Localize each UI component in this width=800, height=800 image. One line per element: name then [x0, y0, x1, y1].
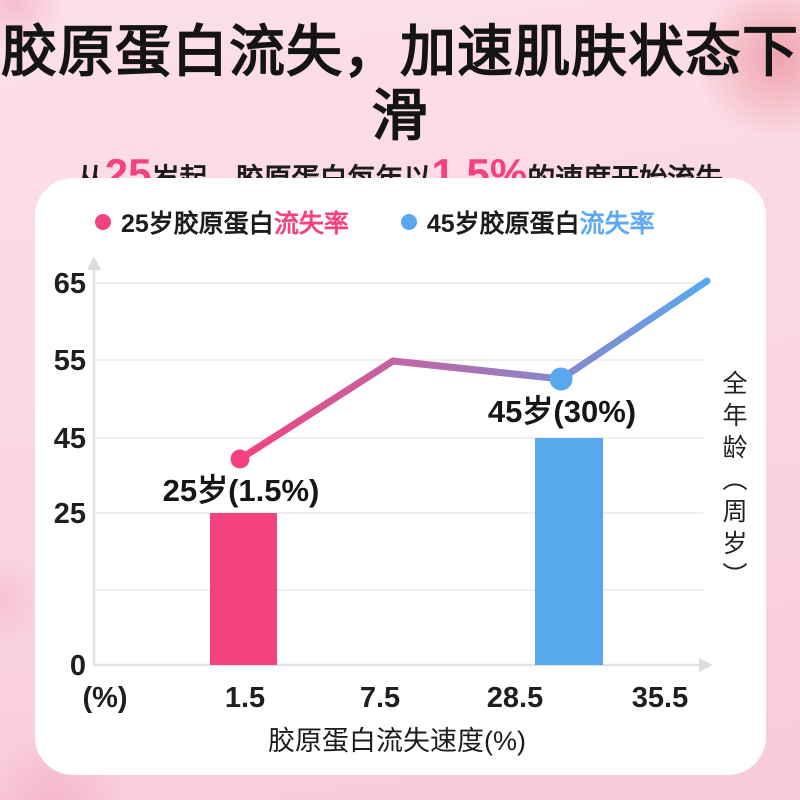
bar-25: [210, 513, 277, 665]
y-tick-25: 25: [54, 498, 86, 530]
chart-legend: 25岁胶原蛋白流失率 45岁胶原蛋白流失率: [95, 204, 655, 240]
right-axis-title: 全年龄（周岁）: [719, 370, 747, 594]
page-title: 胶原蛋白流失，加速肌肤状态下滑: [1, 20, 799, 148]
y-tick-0: 0: [70, 650, 86, 682]
legend-label-highlight: 流失率: [579, 210, 655, 238]
x-tick-labels: (%) 1.5 7.5 28.5 35.5: [82, 682, 688, 714]
x-tick-28-5: 28.5: [487, 682, 543, 714]
y-axis-arrow-icon: [87, 256, 101, 270]
legend-label-prefix: 45岁胶原蛋白: [426, 210, 580, 238]
annotation-45: 45岁(30%): [488, 394, 636, 429]
combo-chart: 25岁(1.5%) 45岁(30%) 65 55 45 25 0 (%) 1.5…: [54, 256, 713, 756]
x-tick-unit: (%): [82, 682, 127, 714]
x-axis-arrow-icon: [699, 658, 713, 672]
marker-dot-25: [230, 449, 250, 469]
marker-dot-45: [549, 367, 573, 391]
trend-line: [236, 277, 711, 463]
axes: [87, 256, 713, 672]
legend-label-highlight: 流失率: [273, 210, 349, 238]
x-tick-7-5: 7.5: [360, 682, 400, 714]
legend-label-25: 25岁胶原蛋白流失率: [121, 204, 349, 240]
legend-item-25: 25岁胶原蛋白流失率: [95, 204, 349, 240]
annotation-25: 25岁(1.5%): [163, 473, 320, 508]
x-axis-title: 胶原蛋白流失速度(%): [268, 726, 526, 756]
y-tick-55: 55: [54, 345, 86, 377]
legend-item-45: 45岁胶原蛋白流失率: [400, 204, 655, 240]
gridlines: [94, 282, 703, 591]
chart-card: 25岁胶原蛋白流失率 45岁胶原蛋白流失率: [35, 178, 766, 775]
legend-dot-pink-icon: [95, 214, 111, 230]
legend-label-45: 45岁胶原蛋白流失率: [427, 204, 655, 240]
x-tick-1-5: 1.5: [225, 682, 265, 714]
y-tick-labels: 65 55 45 25 0: [54, 268, 86, 682]
x-tick-35-5: 35.5: [632, 682, 688, 714]
legend-label-prefix: 25岁胶原蛋白: [121, 210, 274, 238]
bar-45: [535, 438, 603, 665]
y-tick-65: 65: [54, 268, 86, 300]
legend-dot-blue-icon: [400, 214, 417, 230]
y-tick-45: 45: [54, 423, 86, 455]
